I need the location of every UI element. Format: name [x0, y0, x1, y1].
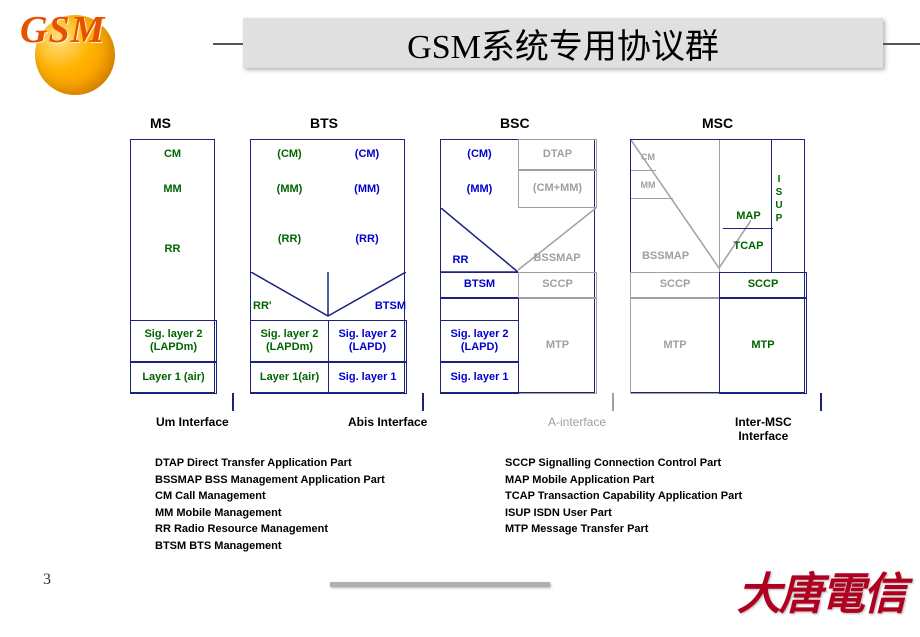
msc-isup: ISUP: [771, 155, 786, 245]
bsc-cmmm: (CM+MM): [518, 170, 597, 208]
bts-cm-l: (CM): [251, 140, 328, 170]
logo-zone: GSM: [0, 0, 160, 100]
ms-cm: CM: [131, 140, 214, 170]
header-msc: MSC: [702, 115, 733, 131]
iface-um: Um Interface: [156, 415, 229, 429]
gloss-line: MTP Message Transfer Part: [505, 521, 855, 538]
header-bsc: BSC: [500, 115, 530, 131]
bsc-mm: (MM): [441, 175, 518, 205]
msc-map: MAP: [726, 208, 771, 226]
bsc-sig: Sig. layer 2 (LAPD): [440, 320, 519, 362]
ms-l1: Layer 1 (air): [130, 362, 217, 394]
protocol-diagram: MS BTS BSC MSC CM MM RR Sig. layer 2 (LA…: [120, 115, 890, 445]
header-bts: BTS: [310, 115, 338, 131]
ms-sig: Sig. layer 2 (LAPDm): [130, 320, 217, 362]
bts-rrp: RR': [253, 298, 293, 316]
bsc-btsm: BTSM: [440, 272, 519, 298]
bts-btsm: BTSM: [361, 298, 406, 316]
msc-mtp-r: MTP: [719, 298, 807, 394]
gloss-line: MAP Mobile Application Part: [505, 472, 855, 489]
gloss-line: DTAP Direct Transfer Application Part: [155, 455, 505, 472]
bsc-rr: RR: [443, 252, 478, 270]
title-bar: GSM系统专用协议群: [243, 18, 883, 68]
stack-ms: CM MM RR Sig. layer 2 (LAPDm) Layer 1 (a…: [130, 139, 215, 393]
bts-cm-r: (CM): [328, 140, 406, 170]
stack-msc: CM MM BSSMAP SCCP MTP ISUP MAP TCAP SCCP…: [630, 139, 805, 393]
page-number: 3: [43, 571, 51, 589]
vline-inter: [820, 393, 822, 411]
bsc-cm: (CM): [441, 140, 518, 170]
gloss-line: MM Mobile Management: [155, 505, 505, 522]
gloss-line: TCAP Transaction Capability Application …: [505, 488, 855, 505]
gloss-line: CM Call Management: [155, 488, 505, 505]
glossary-right: SCCP Signalling Connection Control Part …: [505, 455, 855, 554]
msc-sccp: SCCP: [630, 272, 720, 298]
bts-sig-r: Sig. layer 2 (LAPD): [328, 320, 407, 362]
iface-a: A-interface: [548, 415, 606, 429]
vline-abis: [422, 393, 424, 411]
bts-mm-l: (MM): [251, 175, 328, 205]
stack-bts: (CM) (CM) (MM) (MM) (RR) (RR) RR' BTSM S…: [250, 139, 405, 393]
msc-mm: MM: [633, 176, 663, 194]
bsc-mtp: MTP: [518, 298, 597, 394]
glossary-left: DTAP Direct Transfer Application Part BS…: [155, 455, 505, 554]
footer-divider: [330, 582, 550, 587]
msc-mtp: MTP: [630, 298, 720, 394]
brand-logo: 大唐電信: [737, 558, 905, 622]
gloss-line: ISUP ISDN User Part: [505, 505, 855, 522]
header-ms: MS: [150, 115, 171, 131]
msc-cm: CM: [633, 148, 663, 166]
gloss-line: SCCP Signalling Connection Control Part: [505, 455, 855, 472]
logo-text: GSM: [20, 8, 105, 52]
title-text: GSM系统专用协议群: [407, 19, 719, 68]
iface-abis: Abis Interface: [348, 415, 427, 429]
bsc-bssmap: BSSMAP: [521, 250, 593, 268]
bts-rr-r: (RR): [328, 220, 406, 260]
msc-tcap: TCAP: [726, 238, 771, 256]
bts-l1-l: Layer 1(air): [250, 362, 329, 394]
vline-a: [612, 393, 614, 411]
bts-l1-r: Sig. layer 1: [328, 362, 407, 394]
bts-sig-l: Sig. layer 2 (LAPDm): [250, 320, 329, 362]
iface-inter: Inter-MSC Interface: [735, 415, 792, 443]
ms-mm: MM: [131, 175, 214, 205]
gloss-line: RR Radio Resource Management: [155, 521, 505, 538]
msc-bssmap: BSSMAP: [633, 248, 698, 266]
gloss-line: BSSMAP BSS Management Application Part: [155, 472, 505, 489]
ms-rr: RR: [131, 225, 214, 275]
glossary: DTAP Direct Transfer Application Part BS…: [155, 455, 855, 554]
msc-sccp-r: SCCP: [719, 272, 807, 298]
vline-um: [232, 393, 234, 411]
bts-mm-r: (MM): [328, 175, 406, 205]
bts-rr-l: (RR): [251, 220, 328, 260]
gloss-line: BTSM BTS Management: [155, 538, 505, 555]
bsc-sccp: SCCP: [518, 272, 597, 298]
bsc-l1: Sig. layer 1: [440, 362, 519, 394]
stack-bsc: (CM) (MM) RR BTSM DTAP (CM+MM) BSSMAP SC…: [440, 139, 595, 393]
bsc-dtap: DTAP: [518, 139, 597, 170]
